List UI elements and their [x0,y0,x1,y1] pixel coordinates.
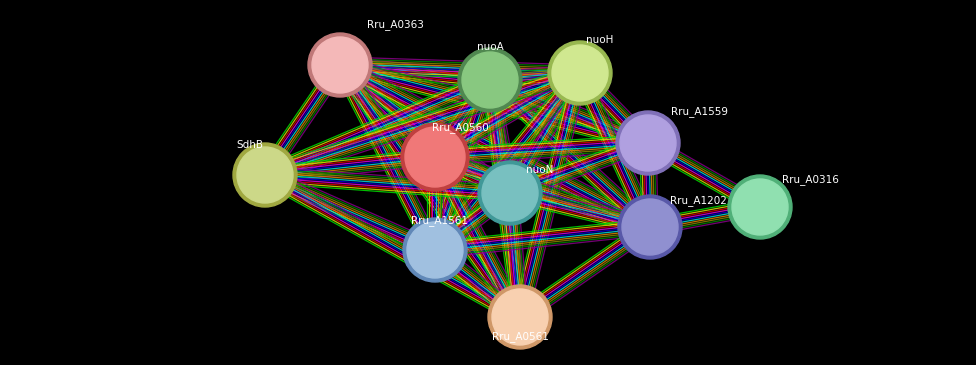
Text: nuoN: nuoN [526,165,553,175]
Circle shape [616,111,680,175]
Circle shape [622,199,678,255]
Circle shape [732,179,788,235]
Circle shape [728,175,792,239]
Circle shape [488,285,552,349]
Circle shape [458,48,522,112]
Text: Rru_A0561: Rru_A0561 [492,331,549,342]
Circle shape [407,222,463,278]
Text: Rru_A1559: Rru_A1559 [671,107,728,118]
Circle shape [620,115,676,171]
Text: Rru_A1202: Rru_A1202 [670,196,726,207]
Circle shape [462,52,518,108]
Text: nuoH: nuoH [587,35,614,45]
Circle shape [492,289,548,345]
Circle shape [618,195,682,259]
Circle shape [312,37,368,93]
Circle shape [478,161,542,225]
Text: Rru_A0316: Rru_A0316 [782,174,838,185]
Circle shape [405,127,465,187]
Circle shape [482,165,538,221]
Circle shape [308,33,372,97]
Circle shape [401,123,469,191]
Circle shape [237,147,293,203]
Circle shape [233,143,297,207]
Circle shape [552,45,608,101]
Text: Rru_A1561: Rru_A1561 [412,216,468,226]
Text: SdhB: SdhB [236,140,264,150]
Text: Rru_A0560: Rru_A0560 [431,123,488,134]
Text: Rru_A0363: Rru_A0363 [367,20,424,30]
Circle shape [403,218,467,282]
Text: nuoA: nuoA [476,42,504,52]
Circle shape [548,41,612,105]
